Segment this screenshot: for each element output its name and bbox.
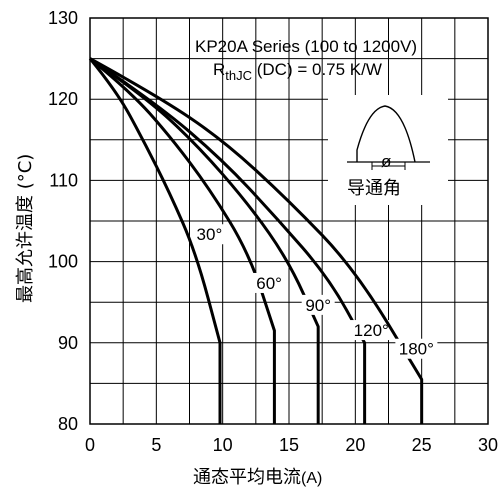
x-tick-label: 20 (345, 435, 365, 455)
y-tick-label: 110 (49, 170, 78, 190)
phi-symbol: ø (381, 152, 391, 171)
series-label-bg (252, 272, 286, 293)
x-axis-label: 通态平均电流(A) (193, 467, 322, 488)
tick-labels: 0 5 10 15 20 25 30 80 90 100 110 120 130 (48, 8, 498, 455)
rth-subscript: thJC (225, 68, 252, 83)
chart-title: KP20A Series (100 to 1200V) (195, 37, 417, 56)
y-tick-label: 120 (48, 89, 78, 109)
series-label: 120° (354, 321, 389, 340)
series-line (89, 57, 276, 424)
x-axis-unit: (A) (301, 470, 322, 487)
x-tick-label: 15 (279, 435, 299, 455)
series-label: 180° (399, 340, 434, 359)
y-tick-label: 90 (58, 333, 78, 353)
rth-symbol: R (213, 60, 225, 79)
series-label: 60° (256, 274, 282, 293)
x-tick-label: 25 (412, 435, 432, 455)
series-label-bg (395, 338, 438, 359)
y-tick-label: 80 (58, 414, 78, 434)
conduction-angle-inset: ø 导通角 (328, 95, 448, 205)
x-tick-label: 5 (151, 435, 161, 455)
series-line (88, 57, 222, 424)
series-line (89, 57, 320, 424)
series-label-bg (192, 224, 226, 245)
y-tick-label: 130 (48, 8, 78, 28)
chart-subtitle: RthJC (DC) = 0.75 K/W (213, 60, 382, 83)
series-line (89, 57, 424, 424)
series-label: 30° (197, 225, 223, 244)
plot-frame (89, 17, 489, 425)
x-tick-label: 10 (213, 435, 233, 455)
series-label-bg (301, 294, 335, 315)
x-tick-label: 30 (478, 435, 498, 455)
series-label-bg (350, 320, 393, 341)
series-label: 90° (305, 296, 331, 315)
rth-value: (DC) = 0.75 K/W (252, 60, 382, 79)
x-tick-label: 0 (85, 435, 95, 455)
series-lines: 30° 60° 90° 120° 180° (88, 57, 438, 424)
title-block: KP20A Series (100 to 1200V) RthJC (DC) =… (195, 37, 417, 83)
series-line (89, 57, 367, 424)
y-tick-label: 100 (48, 252, 78, 272)
y-axis-label: 最高允许温度 (°C) (15, 154, 36, 303)
inset-label: 导通角 (347, 178, 401, 199)
